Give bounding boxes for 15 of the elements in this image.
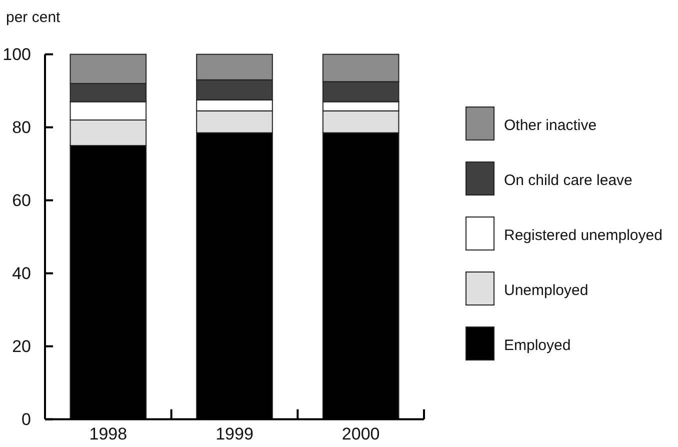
x-tick-label: 1998 xyxy=(89,424,128,444)
legend-label: Registered unemployed xyxy=(504,227,662,244)
y-tick-label: 40 xyxy=(12,264,31,283)
y-tick-label: 20 xyxy=(12,336,31,356)
legend-label: Other inactive xyxy=(504,117,597,134)
legend-label: On child care leave xyxy=(504,172,632,189)
legend-label: Unemployed xyxy=(504,282,588,299)
y-tick-label: 80 xyxy=(12,118,31,137)
x-tick-label: 2000 xyxy=(342,424,380,444)
legend-label: Employed xyxy=(504,337,571,354)
y-tick-label: 0 xyxy=(22,410,31,429)
y-tick-label: 60 xyxy=(12,190,31,210)
x-tick-label: 1999 xyxy=(216,424,254,444)
y-tick-label: 100 xyxy=(2,44,31,64)
y-axis-title: per cent xyxy=(6,9,62,26)
